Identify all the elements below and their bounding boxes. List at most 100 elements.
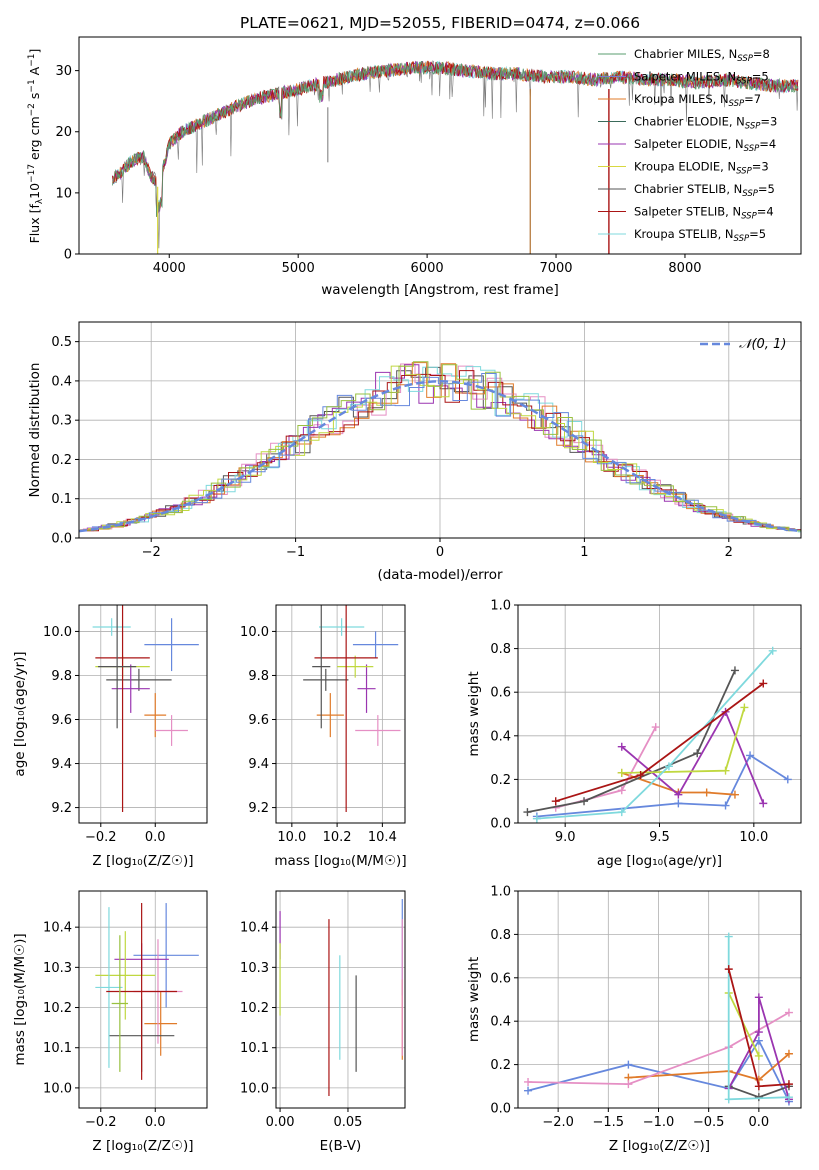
ytick-label: 10.1 [240,1041,269,1056]
weight-marker [724,932,733,941]
weight-marker [693,749,702,758]
mass-vs-ebv-panel: 0.00 0.05 10.0 10.1 10.2 10.3 10.4 E(B-V) [240,890,406,1154]
weight-marker [636,771,645,780]
axis-ylabel: age [log₁₀(age/yr)] [12,651,28,776]
weight-series [536,754,789,818]
histogram-series [90,366,801,533]
histogram-ytick: 0.3 [51,414,72,429]
mass-vs-z-panel: −0.2 0.0 10.0 10.1 10.2 10.3 10.4 Z [log₁₀(Z/Z☉… [12,890,208,1154]
ytick-label: 10.0 [240,1081,269,1096]
weight-series [621,772,736,796]
weight-series [536,650,774,820]
weight-series [727,997,790,1100]
weight-marker [730,790,739,799]
ytick-label: 10.0 [43,625,72,640]
weight-marker [721,766,730,775]
legend-label: Kroupa MILES, NSSP=7 [634,92,761,109]
weight-marker [617,742,626,751]
weight-marker [724,1095,733,1104]
xtick-label: 0.0 [749,1115,770,1130]
data-marks [524,932,793,1106]
weight-marker [759,799,768,808]
spectrum-ylabel: Flux [fλ10−17 erg cm−2 s−1 A−1] [27,49,45,244]
histogram-series [81,361,801,532]
ytick-label: 9.4 [51,757,72,772]
ytick-label: 9.6 [51,713,72,728]
xtick-label: 9.0 [555,830,576,845]
histogram-xtick: 0 [436,545,444,560]
xtick-label: 10.0 [739,830,768,845]
ytick-label: 0.4 [490,729,511,744]
legend-label: Kroupa ELODIE, NSSP=3 [634,160,769,177]
histogram-ytick: 0.2 [51,453,72,468]
legend-label: Chabrier MILES, NSSP=8 [634,47,770,64]
ytick-label: 10.3 [240,961,269,976]
normal-curve [78,380,802,533]
histogram-xlabel: (data-model)/error [377,567,503,583]
weight-marker [784,1049,793,1058]
ytick-label: 10.0 [43,1081,72,1096]
spectrum-ytick: 0 [64,248,72,263]
histogram-panel: −2 −1 0 1 2 0.0 0.1 0.2 0.3 0.4 0.5 (data-model)/e… [27,321,802,583]
weight-marker [664,762,673,771]
spectrum-xlabel: wavelength [Angstrom, rest frame] [321,282,559,298]
age-vs-mass-panel: 10.0 10.2 10.4 9.2 9.4 9.6 9.8 10.0 mass [log₁₀(… [240,604,407,869]
weight-marker [721,801,730,810]
axis-ylabel: mass weight [466,671,482,756]
legend-label-normal: 𝒩(0, 1) [739,337,786,352]
ytick-label: 0.2 [490,1058,511,1073]
data-marks [95,903,199,1080]
ytick-label: 0.8 [490,928,511,943]
weight-marker [551,797,560,806]
weight-series [628,1053,790,1081]
weight-marker [674,799,683,808]
ytick-label: 9.6 [248,713,269,728]
histogram-ytick: 0.0 [51,532,72,547]
data-marks [279,899,403,1096]
weight-marker [754,1028,763,1037]
weight-marker [624,1080,633,1089]
weight-marker [730,666,739,675]
ytick-label: 9.2 [51,801,72,816]
xtick-label: 0.0 [145,830,166,845]
ytick-label: 9.2 [248,801,269,816]
xtick-label: −0.2 [85,1115,117,1130]
spectrum-xtick: 8000 [668,261,701,276]
spectrum-panel: PLATE=0621, MJD=52055, FIBERID=0474, z=0… [27,14,802,298]
ytick-label: 10.3 [43,961,72,976]
weight-marker [702,788,711,797]
ytick-label: 10.1 [43,1041,72,1056]
ytick-label: 0.4 [490,1015,511,1030]
ytick-label: 1.0 [490,885,511,900]
histogram-series [86,364,801,531]
xtick-label: −1.0 [643,1115,675,1130]
weight-marker [740,703,749,712]
data-marks [523,646,792,823]
age-vs-z-panel: −0.2 0.0 9.2 9.4 9.6 9.8 10.0 Z [log₁₀(Z/Z☉)] ag… [12,604,208,869]
spectrum-xtick: 7000 [539,261,572,276]
ytick-label: 9.8 [248,669,269,684]
histogram-xtick: 1 [580,545,588,560]
weight-marker [580,797,589,806]
xtick-label: 0.05 [333,1115,362,1130]
weight-marker [524,1077,533,1086]
xtick-label: 9.5 [649,830,670,845]
data-marks [303,605,401,812]
legend-label: Chabrier ELODIE, NSSP=3 [634,115,777,132]
weight-marker [523,808,532,817]
ytick-label: 10.4 [43,921,72,936]
spectrum-legend: Chabrier MILES, NSSP=8 Salpeter MILES, NS… [598,47,777,244]
weight-series [621,709,765,804]
weight-series [527,670,736,813]
xtick-label: 0.00 [266,1115,295,1130]
histogram-ytick: 0.4 [51,374,72,389]
histogram-ylabel: Normed distribution [27,363,43,498]
weight-series [555,726,657,809]
residual-histograms [79,361,801,533]
xtick-label: −1.5 [593,1115,625,1130]
ytick-label: 10.2 [43,1001,72,1016]
spectrum-series [112,61,799,217]
data-marks [92,605,199,812]
weight-marker [617,786,626,795]
xtick-label: 10.0 [277,830,306,845]
